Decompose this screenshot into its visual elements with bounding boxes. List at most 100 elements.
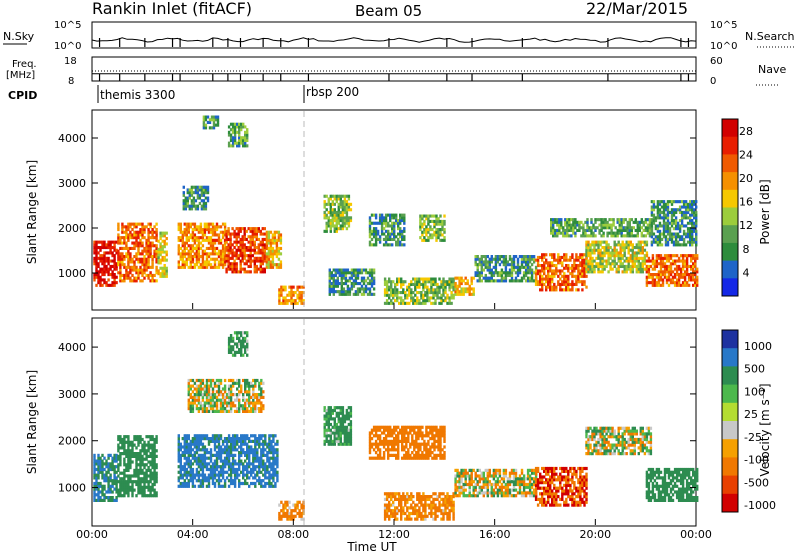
data-cell xyxy=(566,226,569,230)
data-cell xyxy=(264,437,267,441)
data-cell xyxy=(393,224,396,228)
data-cell xyxy=(141,230,144,234)
data-cell xyxy=(520,255,524,259)
data-cell xyxy=(424,280,427,284)
data-cell xyxy=(419,225,422,229)
data-cell xyxy=(439,222,442,226)
data-cell xyxy=(129,233,132,237)
data-cell xyxy=(225,476,229,480)
data-cell xyxy=(187,437,190,441)
data-cell xyxy=(195,244,199,248)
data-cell xyxy=(462,287,465,291)
data-cell xyxy=(246,465,249,469)
data-cell xyxy=(143,477,146,481)
data-cell xyxy=(95,256,98,260)
data-cell xyxy=(135,252,138,256)
data-cell xyxy=(328,271,331,275)
data-cell xyxy=(659,259,663,263)
data-cell xyxy=(103,273,106,277)
data-cell xyxy=(662,202,666,206)
data-cell xyxy=(151,477,154,481)
data-cell xyxy=(155,279,158,283)
data-cell xyxy=(676,240,680,244)
data-cell xyxy=(582,228,585,232)
data-cell xyxy=(500,255,504,259)
data-cell xyxy=(448,301,451,305)
data-cell xyxy=(382,237,386,241)
data-cell xyxy=(197,484,201,488)
data-cell xyxy=(506,273,510,277)
data-cell xyxy=(597,254,600,258)
data-cell xyxy=(362,276,366,280)
data-cell xyxy=(269,238,273,242)
data-cell xyxy=(268,434,271,438)
data-cell xyxy=(217,465,221,469)
data-cell xyxy=(502,263,506,267)
data-cell xyxy=(186,201,189,205)
data-cell xyxy=(266,445,269,449)
data-cell xyxy=(105,283,108,287)
data-cell xyxy=(139,268,142,272)
data-cell xyxy=(191,257,195,261)
data-cell xyxy=(262,445,265,449)
data-cell xyxy=(190,191,194,195)
data-cell xyxy=(616,220,619,224)
data-cell xyxy=(95,487,98,491)
data-cell xyxy=(629,270,632,274)
data-cell xyxy=(219,230,223,234)
data-cell xyxy=(607,243,610,247)
data-cell xyxy=(333,197,336,201)
data-cell xyxy=(259,232,262,236)
data-cell xyxy=(520,260,524,264)
data-cell xyxy=(147,233,150,237)
data-cell xyxy=(147,244,150,248)
data-cell xyxy=(352,292,356,296)
data-cell xyxy=(332,284,335,288)
data-cell xyxy=(131,485,134,489)
data-cell xyxy=(578,226,581,230)
data-cell xyxy=(243,248,246,252)
data-cell xyxy=(686,240,690,244)
data-cell xyxy=(267,249,271,253)
data-cell xyxy=(139,449,142,453)
data-cell xyxy=(382,216,386,220)
data-cell xyxy=(261,240,264,244)
data-cell xyxy=(643,248,647,252)
data-cell xyxy=(334,268,337,272)
data-cell xyxy=(437,228,440,232)
data-cell xyxy=(442,299,445,303)
data-cell xyxy=(437,217,440,221)
data-cell xyxy=(589,267,592,271)
data-cell xyxy=(188,196,191,200)
data-cell xyxy=(190,188,194,192)
data-cell xyxy=(514,265,518,269)
data-cell xyxy=(559,258,562,262)
data-cell xyxy=(590,228,593,232)
data-cell xyxy=(520,257,524,261)
data-cell xyxy=(677,278,681,282)
data-cell xyxy=(119,260,122,264)
data-cell xyxy=(239,243,242,247)
data-cell xyxy=(631,264,634,268)
data-cell xyxy=(191,484,195,488)
data-cell xyxy=(209,467,213,472)
data-cell xyxy=(682,216,686,220)
data-cell xyxy=(111,270,114,274)
data-cell xyxy=(183,467,186,472)
data-cell xyxy=(368,229,372,233)
data-cell xyxy=(231,439,235,443)
data-cell xyxy=(426,296,429,300)
data-cell xyxy=(613,262,616,266)
data-cell xyxy=(155,471,158,475)
data-cell xyxy=(261,251,264,255)
data-cell xyxy=(93,278,96,282)
data-cell xyxy=(334,290,337,294)
data-cell xyxy=(354,268,358,272)
data-cell xyxy=(207,467,211,472)
data-cell xyxy=(277,252,281,256)
data-cell xyxy=(151,257,154,261)
data-cell xyxy=(662,200,666,204)
data-cell xyxy=(642,220,645,224)
data-cell xyxy=(398,296,401,300)
data-cell xyxy=(223,445,227,449)
